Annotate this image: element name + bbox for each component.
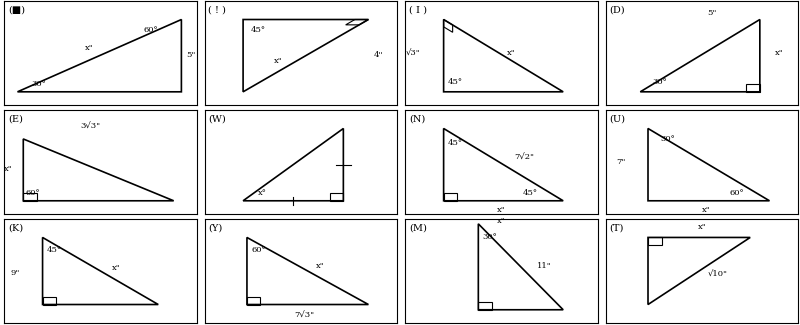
Text: 30°: 30° xyxy=(482,233,498,241)
Text: 5": 5" xyxy=(707,9,716,17)
Text: (U): (U) xyxy=(610,115,626,124)
Text: 30°: 30° xyxy=(660,135,674,143)
Text: 45°: 45° xyxy=(523,189,538,198)
Text: (Y): (Y) xyxy=(208,224,222,233)
Text: √3": √3" xyxy=(406,49,420,57)
Text: 11": 11" xyxy=(537,262,551,270)
Text: 60°: 60° xyxy=(143,26,158,34)
Text: √10": √10" xyxy=(707,270,727,278)
Text: x": x" xyxy=(702,206,710,214)
Text: x": x" xyxy=(698,223,706,231)
Text: 7√3": 7√3" xyxy=(294,311,315,319)
Text: 60°: 60° xyxy=(251,246,266,254)
Text: 4": 4" xyxy=(374,51,383,59)
Text: 45°: 45° xyxy=(448,139,462,147)
Text: (■): (■) xyxy=(8,6,25,15)
Text: 60°: 60° xyxy=(26,189,40,198)
Text: (N): (N) xyxy=(409,115,425,124)
Text: x°: x° xyxy=(258,189,267,198)
Text: x": x" xyxy=(316,262,325,270)
Text: 3√3": 3√3" xyxy=(81,121,101,129)
Text: 45°: 45° xyxy=(251,26,266,34)
Text: ( ! ): ( ! ) xyxy=(208,6,226,15)
Text: 7": 7" xyxy=(616,158,626,166)
Text: ( I ): ( I ) xyxy=(409,6,427,15)
Text: x": x" xyxy=(497,217,506,225)
Text: x": x" xyxy=(85,44,94,52)
Text: x": x" xyxy=(274,58,282,65)
Text: x": x" xyxy=(3,165,12,173)
Text: 60°: 60° xyxy=(730,189,744,198)
Text: x": x" xyxy=(497,206,506,214)
Text: (D): (D) xyxy=(610,6,625,15)
Text: (T): (T) xyxy=(610,224,624,233)
Text: x": x" xyxy=(774,49,783,57)
Text: x": x" xyxy=(506,49,515,57)
Text: (M): (M) xyxy=(409,224,426,233)
Text: 45°: 45° xyxy=(46,246,62,254)
Text: (K): (K) xyxy=(8,224,23,233)
Text: 7√2": 7√2" xyxy=(514,153,534,161)
Text: x": x" xyxy=(111,264,120,272)
Text: 30°: 30° xyxy=(652,78,667,86)
Text: (E): (E) xyxy=(8,115,22,124)
Text: 45°: 45° xyxy=(448,78,462,86)
Text: 5": 5" xyxy=(186,51,196,59)
Text: 30°: 30° xyxy=(31,81,46,88)
Text: (W): (W) xyxy=(208,115,226,124)
Text: 9": 9" xyxy=(11,269,20,277)
